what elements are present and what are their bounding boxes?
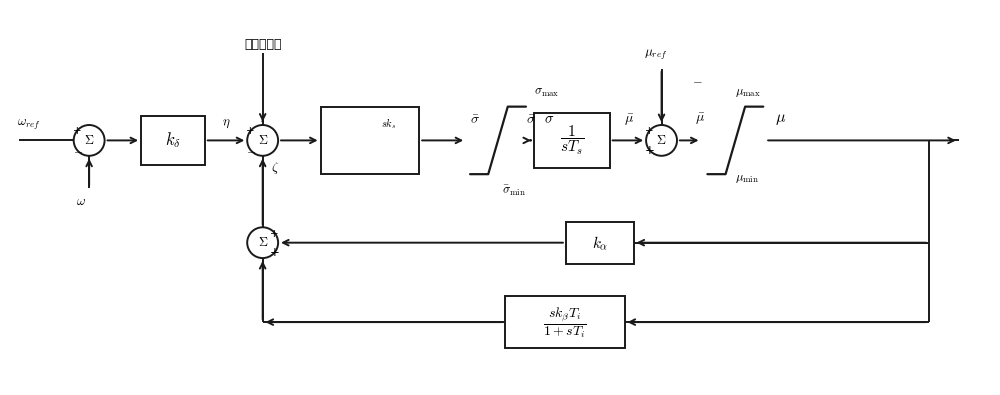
Bar: [534, 113, 610, 168]
Text: 调频器信号: 调频器信号: [244, 38, 281, 51]
Text: $\mu_{\min}$: $\mu_{\min}$: [735, 172, 759, 185]
Text: +: +: [270, 229, 279, 239]
Text: $\Sigma$: $\Sigma$: [656, 134, 667, 147]
Text: $\mu$: $\mu$: [775, 111, 786, 126]
Text: $\dfrac{1}{sT_s}$: $\dfrac{1}{sT_s}$: [560, 124, 584, 157]
Text: +: +: [645, 126, 654, 136]
Text: +: +: [645, 144, 655, 157]
Text: $\mu_{\max}$: $\mu_{\max}$: [735, 86, 761, 99]
Circle shape: [74, 125, 105, 156]
Text: $\sigma_{\max}$: $\sigma_{\max}$: [534, 86, 559, 99]
Text: $\bar{\sigma}_{\min}$: $\bar{\sigma}_{\min}$: [502, 184, 526, 198]
Text: $k_{\alpha}$: $k_{\alpha}$: [592, 234, 608, 252]
Bar: [566, 222, 634, 263]
Circle shape: [247, 125, 278, 156]
Text: $\bar{\sigma}$: $\bar{\sigma}$: [470, 113, 480, 126]
Text: $sk_s$: $sk_s$: [381, 117, 396, 132]
Text: $-$: $-$: [73, 144, 83, 157]
Text: $\Sigma$: $\Sigma$: [258, 134, 268, 147]
Circle shape: [247, 227, 278, 258]
Text: $\Sigma$: $\Sigma$: [258, 236, 268, 249]
Bar: [141, 116, 205, 165]
Text: +: +: [246, 126, 255, 136]
Text: $\bar{\sigma}$: $\bar{\sigma}$: [526, 113, 536, 126]
Bar: [505, 296, 625, 348]
Text: $\omega_{ref}$: $\omega_{ref}$: [17, 118, 41, 132]
Text: $\zeta$: $\zeta$: [271, 160, 279, 176]
Text: $\dfrac{sk_{\beta}T_i}{1+sT_i}$: $\dfrac{sk_{\beta}T_i}{1+sT_i}$: [543, 305, 587, 340]
Text: $\mu_{ref}$: $\mu_{ref}$: [644, 48, 667, 62]
Text: $\Sigma$: $\Sigma$: [84, 134, 94, 147]
Text: $\bar{\mu}$: $\bar{\mu}$: [624, 113, 634, 128]
Text: $\eta$: $\eta$: [222, 117, 230, 130]
Bar: [321, 107, 419, 174]
Text: $-$: $-$: [692, 74, 703, 87]
Text: $k_{\delta}$: $k_{\delta}$: [165, 130, 181, 150]
Text: $-$: $-$: [246, 144, 256, 157]
Text: $\sigma$: $\sigma$: [544, 111, 554, 126]
Circle shape: [646, 125, 677, 156]
Text: +: +: [270, 246, 280, 259]
Text: $\omega$: $\omega$: [76, 195, 86, 208]
Text: +: +: [73, 126, 82, 136]
Text: $\bar{\mu}$: $\bar{\mu}$: [695, 111, 705, 126]
